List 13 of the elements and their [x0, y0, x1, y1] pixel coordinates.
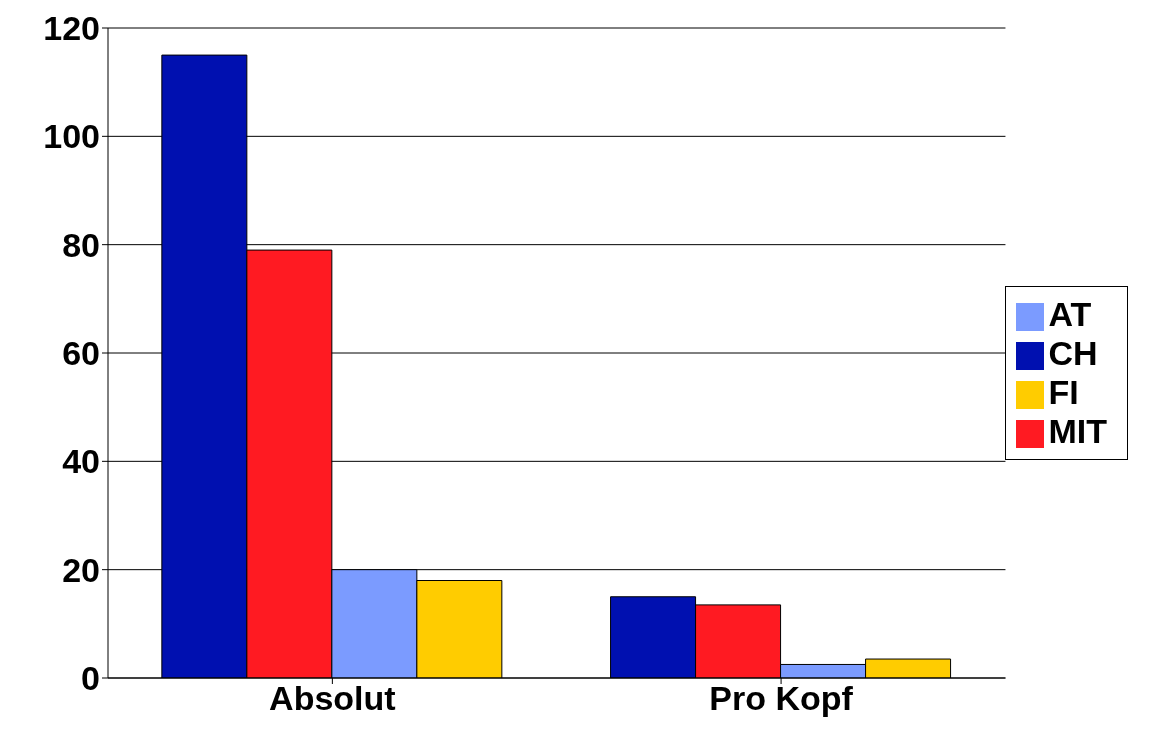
- legend-label: FI: [1048, 373, 1079, 411]
- y-tick-label: 120: [43, 9, 100, 48]
- legend-label: MIT: [1048, 412, 1107, 450]
- x-tick-label: Absolut: [269, 679, 396, 718]
- y-tick-label: 0: [81, 659, 100, 698]
- y-tick-label: 80: [62, 225, 100, 264]
- x-tick-label: Pro Kopf: [709, 679, 854, 718]
- y-tick-label: 60: [62, 334, 100, 373]
- y-tick-label: 100: [43, 117, 100, 156]
- y-tick-label: 40: [62, 442, 100, 481]
- legend-label: CH: [1048, 334, 1098, 372]
- y-tick-label: 20: [62, 550, 100, 589]
- legend-label: AT: [1048, 295, 1092, 333]
